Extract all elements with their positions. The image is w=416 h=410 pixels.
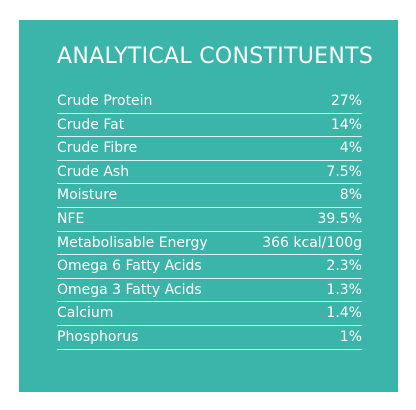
constituent-label: Crude Protein <box>57 93 153 109</box>
constituent-value: 1.4% <box>326 305 362 322</box>
table-row: Crude Ash 7.5% <box>57 161 362 185</box>
constituent-value: 4% <box>339 140 362 157</box>
panel-title: ANALYTICAL CONSTITUENTS <box>57 44 374 69</box>
constituent-label: NFE <box>57 210 85 227</box>
table-row: Moisture 8% <box>57 184 362 208</box>
constituent-value: 7.5% <box>326 163 362 180</box>
table-row: Calcium 1.4% <box>57 302 362 326</box>
constituent-label: Phosphorus <box>57 328 139 345</box>
constituent-label: Omega 3 Fatty Acids <box>57 281 202 298</box>
constituent-value: 1.3% <box>326 281 362 298</box>
table-row: Crude Fat 14% <box>57 114 362 138</box>
constituent-label: Calcium <box>57 305 114 322</box>
constituent-value: 2.3% <box>326 258 362 275</box>
constituent-label: Crude Fat <box>57 116 125 133</box>
constituent-label: Crude Ash <box>57 163 130 180</box>
constituent-label: Metabolisable Energy <box>57 234 208 251</box>
constituent-value: 39.5% <box>317 210 362 227</box>
table-row: Crude Fibre 4% <box>57 137 362 161</box>
table-row: Omega 6 Fatty Acids 2.3% <box>57 255 362 279</box>
constituent-label: Crude Fibre <box>57 140 138 157</box>
constituent-value: 1% <box>339 328 362 345</box>
table-row: Metabolisable Energy 366 kcal/100g <box>57 232 362 256</box>
table-row: Crude Protein 27% <box>57 90 362 114</box>
analytical-constituents-panel: ANALYTICAL CONSTITUENTS Crude Protein 27… <box>19 20 398 392</box>
table-row: NFE 39.5% <box>57 208 362 232</box>
constituent-label: Moisture <box>57 187 118 204</box>
table-row: Omega 3 Fatty Acids 1.3% <box>57 279 362 303</box>
constituent-value: 366 kcal/100g <box>262 234 362 251</box>
table-row: Phosphorus 1% <box>57 326 362 350</box>
constituent-value: 27% <box>330 93 362 109</box>
constituents-table: Crude Protein 27% Crude Fat 14% Crude Fi… <box>57 90 362 350</box>
constituent-label: Omega 6 Fatty Acids <box>57 258 202 275</box>
constituent-value: 8% <box>339 187 362 204</box>
constituent-value: 14% <box>330 116 362 133</box>
